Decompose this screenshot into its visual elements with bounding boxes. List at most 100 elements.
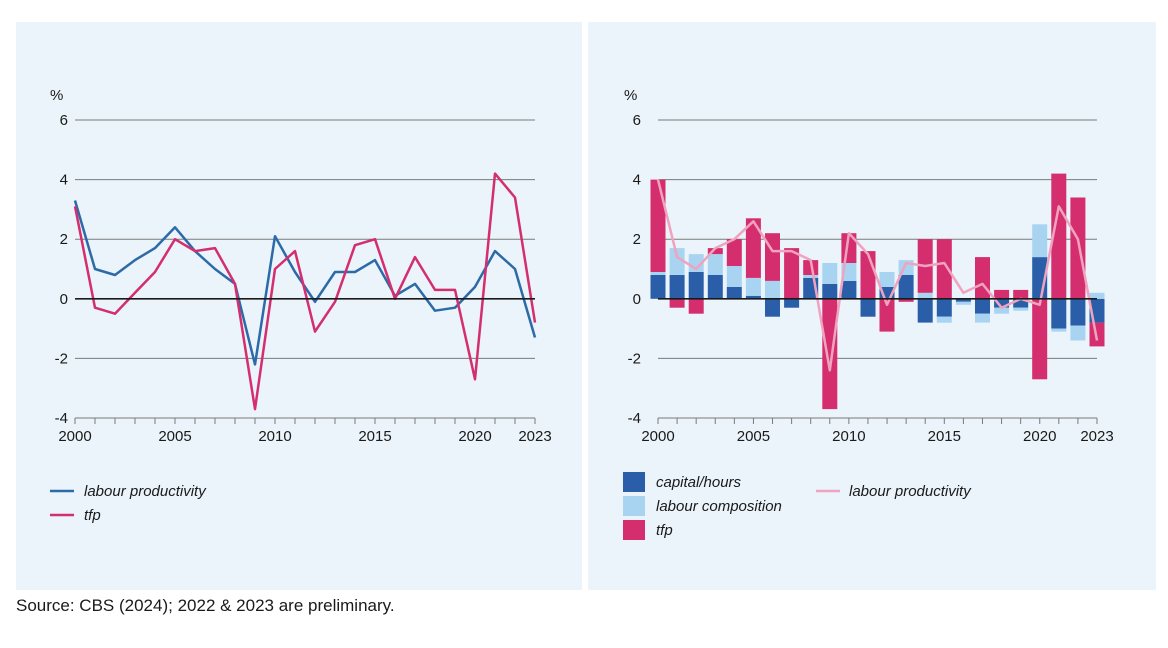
bar-tfp xyxy=(1070,197,1086,299)
x-tick-label: 2023 xyxy=(1080,428,1113,445)
x-tick-label: 2005 xyxy=(737,428,770,445)
y-tick-label: 2 xyxy=(60,231,68,248)
bar-capital-hours xyxy=(917,298,933,323)
legend-label: labour composition xyxy=(656,498,782,515)
bar-tfp xyxy=(803,260,819,275)
legend-label: labour productivity xyxy=(84,483,207,500)
bar-labour-composition xyxy=(669,248,685,275)
bar-capital-hours xyxy=(1051,298,1067,329)
bar-capital-hours xyxy=(669,275,685,299)
legend-label: tfp xyxy=(656,522,673,539)
left-chart-panel: % 6 4 2 0 -2 -4 2000 2005 2010 2015 2020 2023 labour … xyxy=(16,22,582,590)
bar-capital-hours xyxy=(688,272,704,299)
bar-capital-hours xyxy=(650,275,666,299)
bar-capital-hours xyxy=(879,286,895,299)
bar-tfp xyxy=(707,248,723,255)
bar-tfp xyxy=(688,298,704,314)
bar-tfp xyxy=(1032,298,1048,380)
bar-labour-composition xyxy=(1013,307,1029,311)
bar-labour-composition xyxy=(917,292,933,299)
bar-capital-hours xyxy=(707,275,723,299)
x-tick-label: 2015 xyxy=(928,428,961,445)
y-tick-label: 4 xyxy=(60,172,68,189)
bar-labour-composition xyxy=(803,275,819,278)
y-tick-label: -4 xyxy=(628,410,641,427)
legend-swatch xyxy=(623,472,645,492)
y-tick-label: -2 xyxy=(628,350,641,367)
bar-capital-hours xyxy=(955,298,971,302)
bar-capital-hours xyxy=(994,298,1010,308)
bar-capital-hours xyxy=(726,286,742,299)
bar-capital-hours xyxy=(1013,298,1029,308)
y-tick-label: 6 xyxy=(60,112,68,129)
bar-capital-hours xyxy=(898,275,914,299)
y-tick-label: 2 xyxy=(633,231,641,248)
bar-labour-composition xyxy=(726,266,742,287)
bar-tfp xyxy=(765,233,780,281)
bar-capital-hours xyxy=(975,298,990,314)
y-tick-label: 0 xyxy=(633,291,641,308)
bar-labour-composition xyxy=(1089,292,1105,299)
bar-labour-composition xyxy=(936,316,952,323)
bar-tfp xyxy=(1051,173,1067,299)
x-tick-label: 2023 xyxy=(518,428,551,445)
right-chart-panel: % 6 4 2 0 -2 -4 2000 2005 2010 2015 2020 2023 capital… xyxy=(588,22,1156,590)
bar-labour-composition xyxy=(765,280,780,299)
bar-capital-hours xyxy=(784,298,800,308)
legend-label: tfp xyxy=(84,507,101,524)
bar-capital-hours xyxy=(841,280,857,299)
x-tick-label: 2010 xyxy=(832,428,865,445)
legend-label: labour productivity xyxy=(849,483,972,500)
bar-capital-hours xyxy=(1070,298,1086,326)
bar-tfp xyxy=(822,298,838,410)
bar-tfp xyxy=(994,289,1010,299)
bar-labour-composition xyxy=(745,277,761,296)
source-note: Source: CBS (2024); 2022 & 2023 are prel… xyxy=(16,596,395,615)
bar-labour-composition xyxy=(994,307,1010,314)
x-tick-label: 2015 xyxy=(358,428,391,445)
x-tick-label: 2005 xyxy=(158,428,191,445)
bar-labour-composition xyxy=(1032,224,1048,258)
x-tick-label: 2010 xyxy=(258,428,291,445)
y-unit-label: % xyxy=(50,87,63,104)
x-tick-label: 2020 xyxy=(1023,428,1056,445)
bar-capital-hours xyxy=(765,298,780,317)
x-tick-label: 2020 xyxy=(458,428,491,445)
series-line-tfp xyxy=(73,172,537,411)
bar-tfp xyxy=(898,298,914,302)
series-line-labour-productivity xyxy=(656,179,1099,372)
legend-swatch xyxy=(623,496,645,516)
bar-tfp xyxy=(860,251,876,299)
y-unit-label: % xyxy=(624,87,637,104)
bar-tfp xyxy=(726,239,742,266)
y-tick-label: 0 xyxy=(60,291,68,308)
x-tick-label: 2000 xyxy=(641,428,674,445)
bar-capital-hours xyxy=(822,283,838,299)
legend-label: capital/hours xyxy=(656,474,742,491)
bar-tfp xyxy=(784,248,800,299)
bar-labour-composition xyxy=(707,254,723,275)
x-tick-label: 2000 xyxy=(58,428,91,445)
bar-capital-hours xyxy=(936,298,952,317)
bar-labour-composition xyxy=(1051,328,1067,332)
bar-tfp xyxy=(669,298,685,308)
y-tick-label: 4 xyxy=(633,172,641,189)
y-tick-label: -4 xyxy=(55,410,68,427)
bar-tfp xyxy=(975,257,990,299)
bar-labour-composition xyxy=(955,301,971,305)
bar-labour-composition xyxy=(975,313,990,323)
bar-tfp xyxy=(1013,289,1029,299)
bar-labour-composition xyxy=(822,263,838,284)
bar-labour-composition xyxy=(879,272,895,287)
bar-tfp xyxy=(936,239,952,299)
bar-tfp xyxy=(879,298,895,332)
bar-tfp xyxy=(745,218,761,278)
bar-capital-hours xyxy=(860,298,876,317)
bar-labour-composition xyxy=(1070,325,1086,341)
legend-swatch xyxy=(623,520,645,540)
bar-tfp xyxy=(650,179,666,272)
y-tick-label: -2 xyxy=(55,350,68,367)
y-tick-label: 6 xyxy=(633,112,641,129)
bar-labour-composition xyxy=(650,272,666,275)
